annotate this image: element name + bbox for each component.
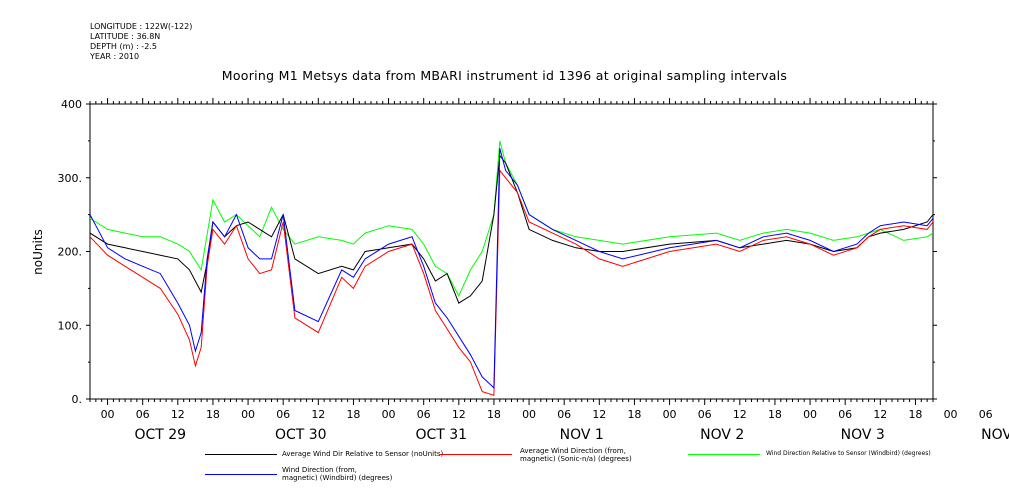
x-tick-label: 00 — [382, 408, 396, 421]
x-tick-label: 00 — [803, 408, 817, 421]
y-tick-label: 100. — [58, 319, 83, 332]
x-day-label: NOV 3 — [841, 427, 885, 443]
x-tick-label: 12 — [311, 408, 325, 421]
y-tick-label: 200. — [58, 246, 83, 259]
x-tick-label: 18 — [206, 408, 220, 421]
x-tick-label: 18 — [487, 408, 501, 421]
depth-text: DEPTH (m) : -2.5 — [90, 42, 157, 51]
x-tick-label: 06 — [838, 408, 852, 421]
x-day-label: NOV 1 — [560, 427, 604, 443]
chart-title: Mooring M1 Metsys data from MBARI instru… — [221, 68, 788, 83]
x-day-label: OCT 31 — [415, 427, 467, 443]
x-tick-label: 18 — [346, 408, 360, 421]
x-tick-label: 12 — [452, 408, 466, 421]
x-tick-label: 00 — [522, 408, 536, 421]
x-day-label: NOV 4 — [981, 427, 1009, 443]
x-tick-label: 12 — [733, 408, 747, 421]
x-tick-label: 06 — [417, 408, 431, 421]
x-tick-label: 12 — [873, 408, 887, 421]
x-tick-label: 06 — [136, 408, 150, 421]
longitude-text: LONGITUDE : 122W(-122) — [90, 22, 193, 31]
y-axis-label: noUnits — [31, 229, 45, 275]
x-tick-label: 18 — [908, 408, 922, 421]
latitude-text: LATITUDE : 36.8N — [90, 32, 161, 41]
y-tick-label: 0. — [72, 393, 83, 406]
metadata-block: LONGITUDE : 122W(-122) LATITUDE : 36.8N … — [90, 22, 192, 62]
x-tick-label: 00 — [101, 408, 115, 421]
x-tick-label: 06 — [276, 408, 290, 421]
x-day-label: OCT 30 — [275, 427, 327, 443]
x-tick-label: 00 — [241, 408, 255, 421]
x-tick-label: 00 — [663, 408, 677, 421]
x-tick-label: 06 — [557, 408, 571, 421]
x-tick-label: 06 — [698, 408, 712, 421]
x-day-label: NOV 2 — [700, 427, 744, 443]
x-tick-label: 18 — [627, 408, 641, 421]
x-tick-label: 12 — [171, 408, 185, 421]
x-tick-label: 06 — [979, 408, 993, 421]
x-tick-label: 00 — [944, 408, 958, 421]
series-line-1 — [90, 168, 933, 396]
x-tick-label: 18 — [768, 408, 782, 421]
x-tick-label: 12 — [592, 408, 606, 421]
series-line-3 — [90, 148, 933, 390]
x-day-label: OCT 29 — [134, 427, 186, 443]
year-text: YEAR : 2010 — [90, 52, 140, 61]
y-tick-label: 300. — [58, 172, 83, 185]
plot-frame — [89, 103, 934, 400]
y-tick-label: 400 — [61, 98, 82, 111]
series-line-2 — [90, 140, 933, 297]
